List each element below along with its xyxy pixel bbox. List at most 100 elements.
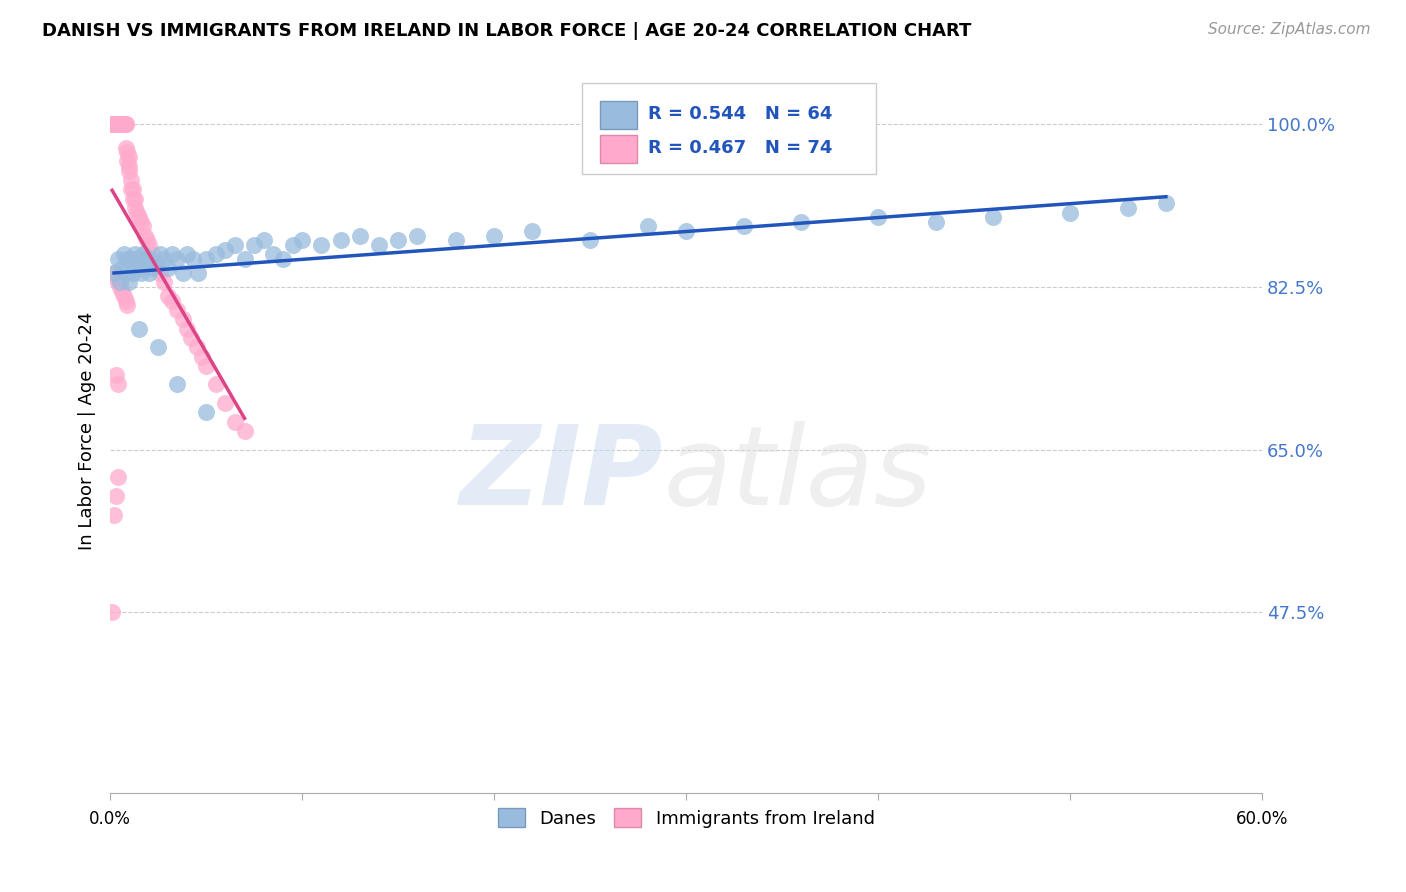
Point: [139, 252, 162, 266]
Point: [141, 247, 163, 261]
Point: [134, 252, 156, 266]
Point: [111, 117, 134, 131]
Point: [103, 117, 125, 131]
Point: [187, 266, 209, 280]
Point: [124, 247, 146, 261]
Text: DANISH VS IMMIGRANTS FROM IRELAND IN LABOR FORCE | AGE 20-24 CORRELATION CHART: DANISH VS IMMIGRANTS FROM IRELAND IN LAB…: [42, 22, 972, 40]
Point: [117, 252, 139, 266]
Point: [111, 285, 134, 299]
Point: [128, 322, 150, 336]
Point: [103, 117, 125, 131]
Point: [114, 293, 136, 308]
Point: [482, 228, 505, 243]
Point: [195, 252, 218, 266]
Point: [291, 234, 314, 248]
Point: [125, 205, 148, 219]
Point: [103, 266, 125, 280]
Point: [112, 117, 135, 131]
Text: 60.0%: 60.0%: [1236, 810, 1288, 828]
Point: [176, 247, 198, 261]
Point: [120, 182, 142, 196]
Point: [111, 117, 134, 131]
Point: [112, 117, 135, 131]
Point: [367, 238, 389, 252]
Bar: [599, 136, 637, 162]
Point: [101, 605, 124, 619]
Point: [156, 261, 179, 276]
Point: [117, 154, 139, 169]
Point: [866, 211, 889, 225]
Point: [141, 261, 163, 276]
Y-axis label: In Labor Force | Age 20-24: In Labor Force | Age 20-24: [79, 311, 96, 550]
Point: [195, 405, 218, 419]
Point: [253, 234, 276, 248]
Point: [790, 215, 813, 229]
Point: [129, 215, 152, 229]
Point: [135, 234, 157, 248]
Point: [444, 234, 467, 248]
Point: [579, 234, 602, 248]
Point: [104, 270, 127, 285]
Point: [243, 238, 266, 252]
Point: [112, 117, 135, 131]
Bar: [599, 101, 637, 128]
Point: [406, 228, 429, 243]
Point: [117, 298, 139, 312]
Point: [180, 331, 202, 345]
Point: [111, 117, 134, 131]
Point: [160, 247, 183, 261]
Point: [146, 340, 169, 354]
Point: [103, 117, 125, 131]
Point: [122, 266, 145, 280]
Point: [128, 261, 150, 276]
Point: [112, 247, 135, 261]
Point: [329, 234, 352, 248]
Point: [107, 117, 129, 131]
Point: [145, 257, 167, 271]
Point: [1116, 201, 1139, 215]
Point: [522, 224, 544, 238]
Point: [166, 303, 188, 318]
Point: [104, 489, 127, 503]
Point: [114, 117, 136, 131]
Point: [101, 117, 124, 131]
Point: [214, 243, 236, 257]
Point: [224, 415, 246, 429]
Point: [176, 322, 198, 336]
Point: [181, 252, 204, 266]
Point: [117, 145, 139, 160]
Point: [224, 238, 246, 252]
Text: R = 0.544   N = 64: R = 0.544 N = 64: [648, 105, 832, 123]
Point: [145, 261, 167, 276]
Point: [172, 266, 194, 280]
Point: [107, 117, 129, 131]
Point: [104, 368, 127, 383]
Point: [311, 238, 333, 252]
Point: [387, 234, 409, 248]
Point: [204, 377, 226, 392]
Point: [103, 266, 125, 280]
Point: [281, 238, 304, 252]
Point: [1154, 196, 1177, 211]
Point: [262, 247, 284, 261]
Point: [271, 252, 294, 266]
Point: [153, 252, 176, 266]
Point: [134, 228, 156, 243]
Point: [160, 293, 183, 308]
Text: ZIP: ZIP: [460, 421, 664, 528]
Point: [924, 215, 946, 229]
Point: [104, 117, 127, 131]
Point: [349, 228, 371, 243]
Point: [118, 275, 141, 289]
Point: [104, 117, 127, 131]
Point: [120, 173, 142, 187]
Point: [122, 182, 145, 196]
Text: Source: ZipAtlas.com: Source: ZipAtlas.com: [1208, 22, 1371, 37]
Point: [675, 224, 697, 238]
Point: [186, 340, 208, 354]
Point: [1059, 205, 1081, 219]
Point: [111, 261, 134, 276]
Point: [132, 247, 155, 261]
Point: [107, 275, 129, 289]
Point: [120, 252, 142, 266]
